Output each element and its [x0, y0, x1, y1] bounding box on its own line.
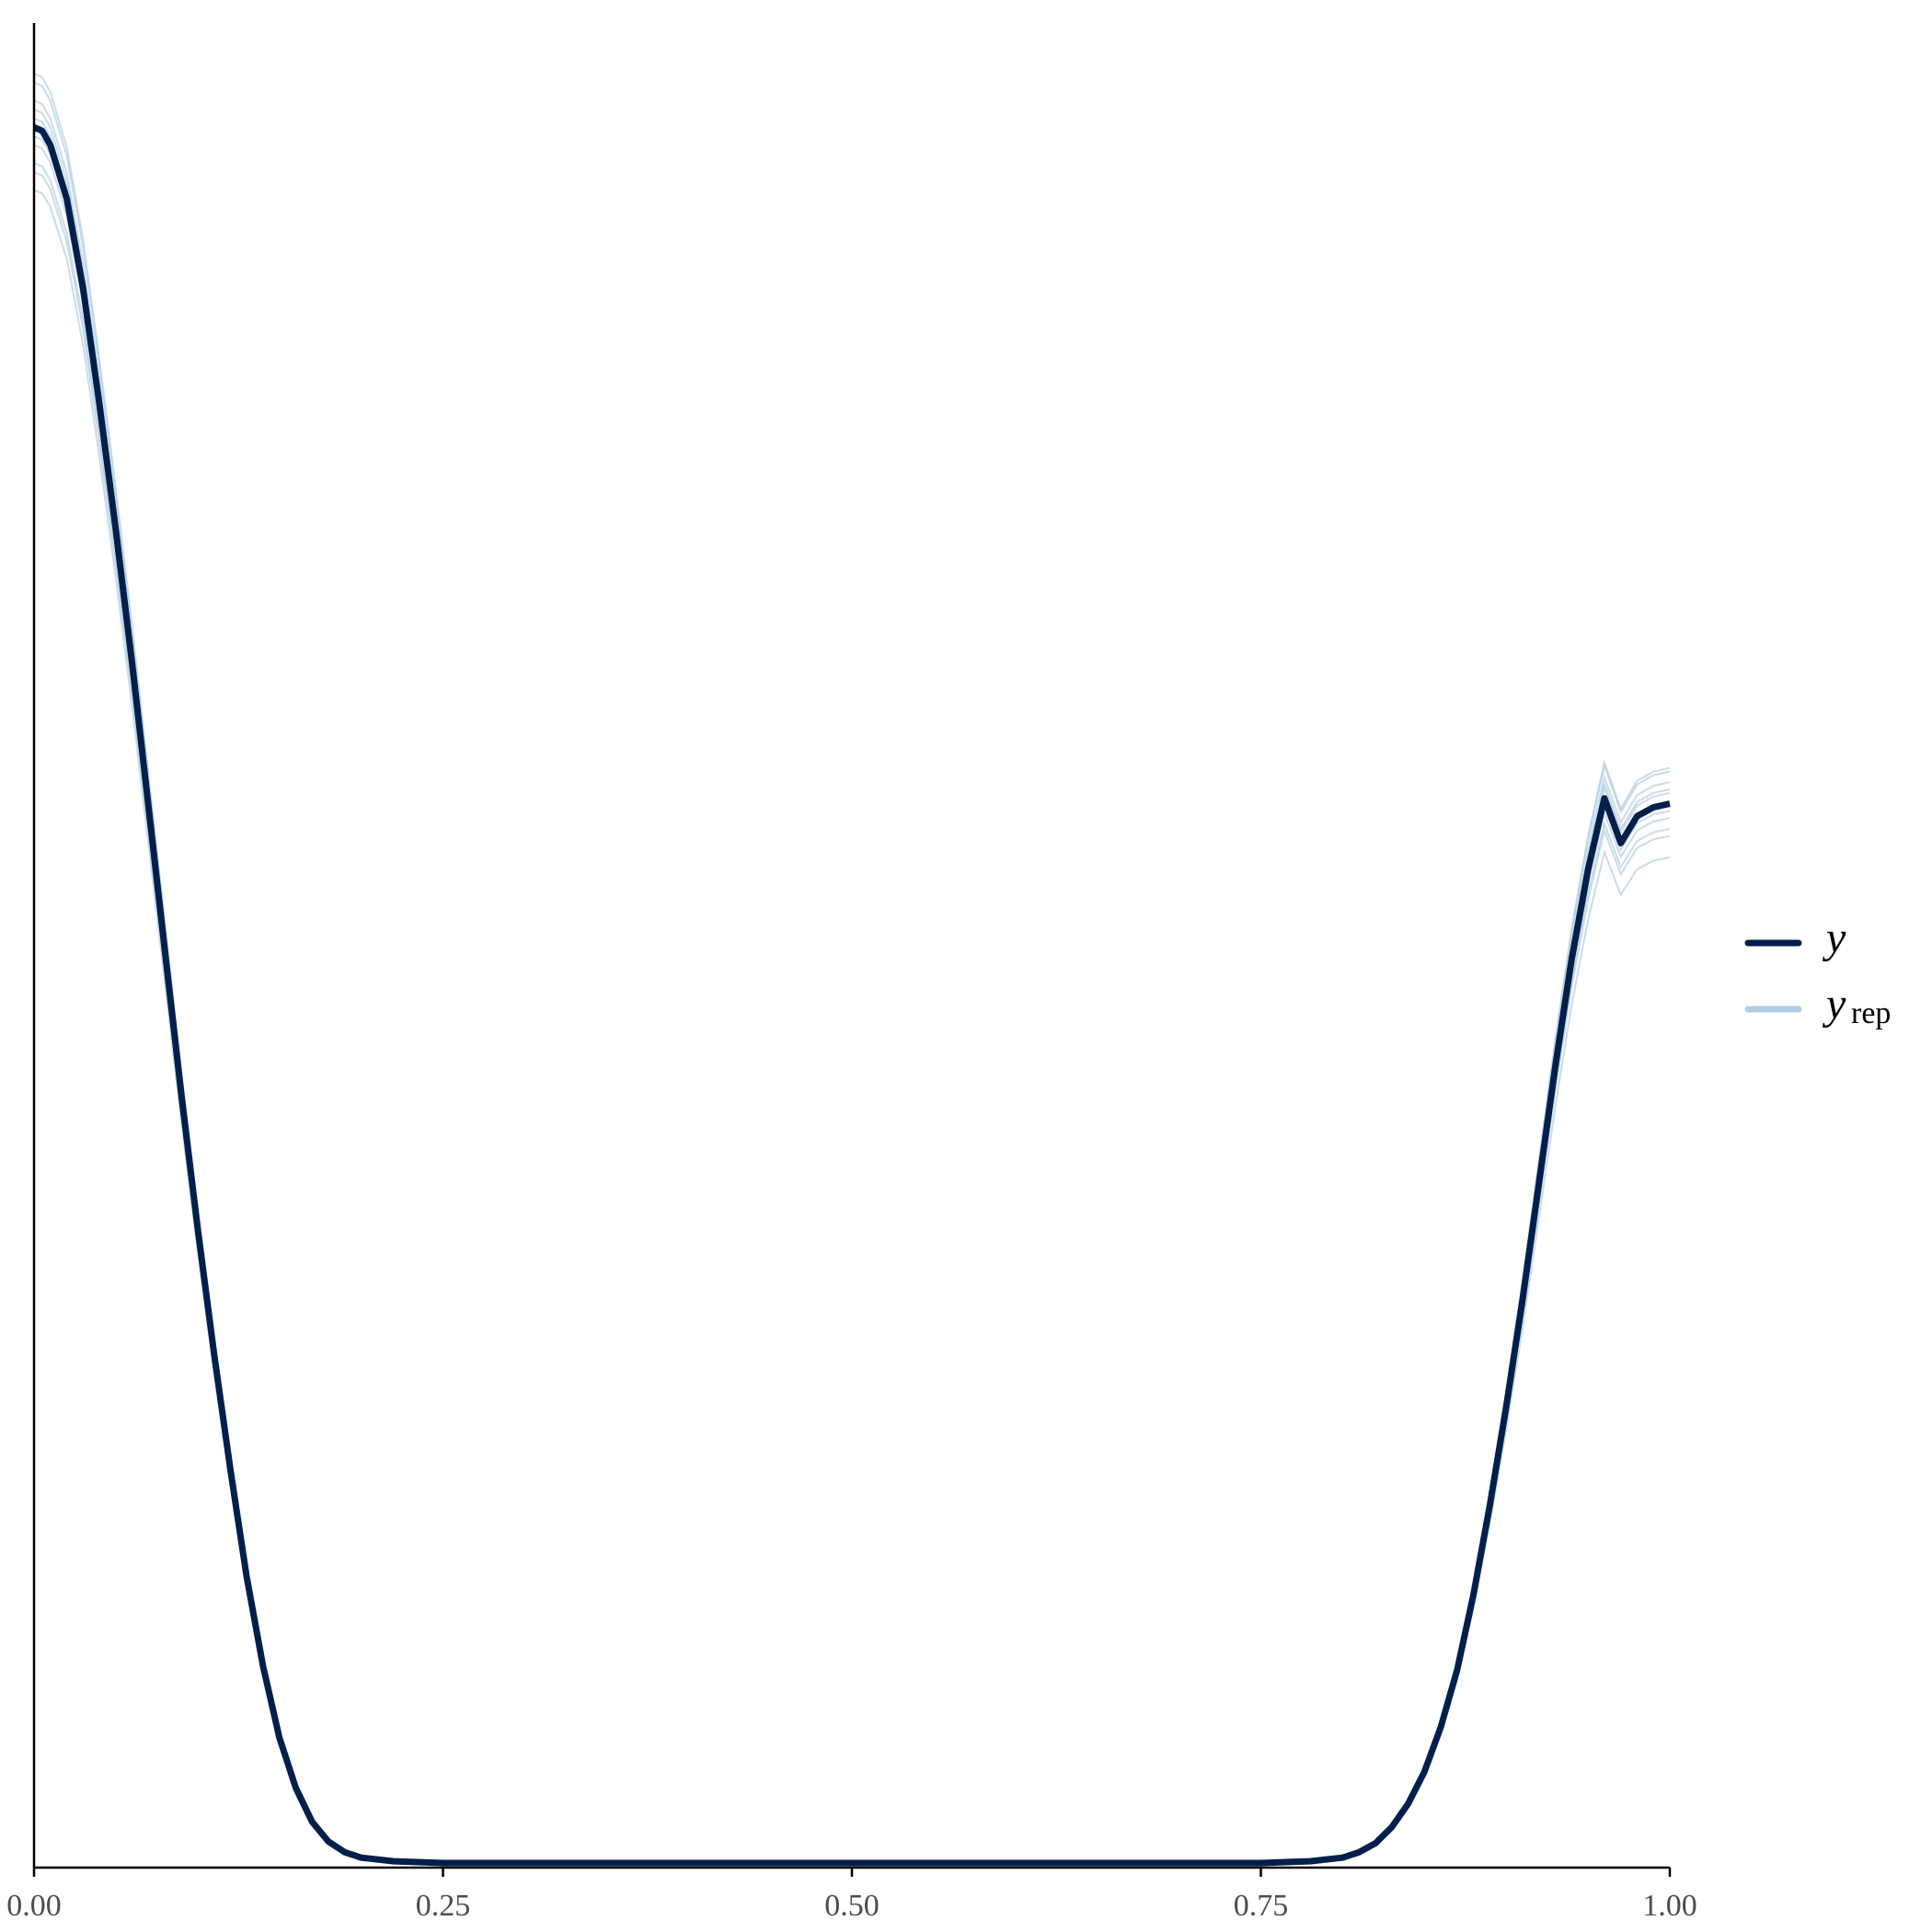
y-line	[32, 124, 1671, 1867]
yrep-line-9	[33, 73, 1671, 1864]
legend-label-yrep-subscript: rep	[1851, 996, 1891, 1030]
y-series	[32, 124, 1671, 1867]
legend-label-y: y	[1822, 914, 1846, 962]
yrep-line-8	[33, 189, 1671, 1864]
legend-label-yrep: y	[1822, 980, 1846, 1029]
yrep-line-6	[33, 162, 1671, 1864]
x-tick-label: 0.00	[6, 1889, 62, 1923]
yrep-line-7	[33, 171, 1671, 1864]
legend: y y rep	[1744, 914, 1891, 1030]
x-tick-label: 0.75	[1234, 1889, 1289, 1923]
yrep-line-0	[33, 81, 1671, 1864]
yrep-line-3	[33, 117, 1671, 1864]
x-axis-ticks: 0.00 0.25 0.50 0.75 1.00	[6, 1868, 1697, 1923]
yrep-line-5	[33, 144, 1671, 1864]
yrep-line-4	[33, 135, 1671, 1864]
yrep-line-1	[33, 99, 1671, 1864]
yrep-line-2	[33, 108, 1671, 1864]
x-tick-label: 1.00	[1642, 1889, 1697, 1923]
x-tick-label: 0.25	[416, 1889, 471, 1923]
x-tick-label: 0.50	[824, 1889, 880, 1923]
yrep-series	[33, 73, 1671, 1864]
